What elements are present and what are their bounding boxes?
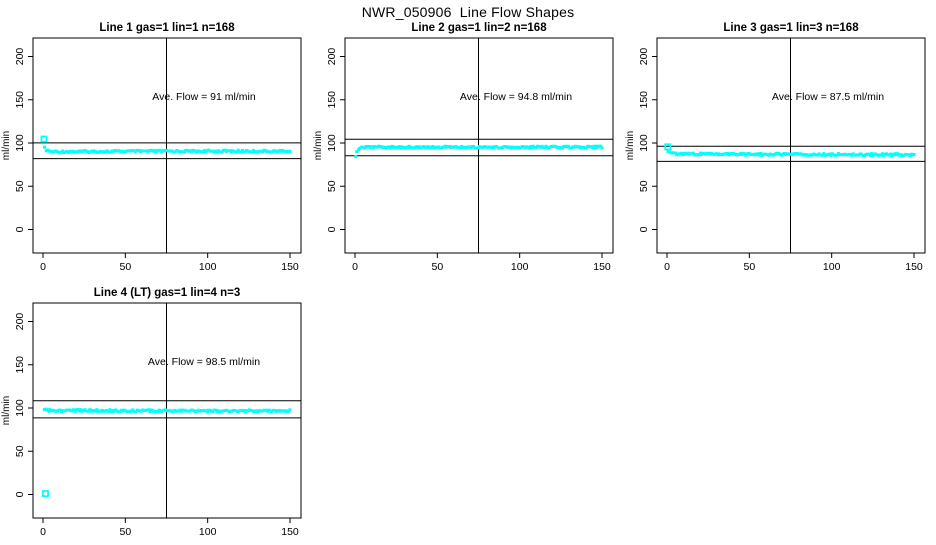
- y-tick-label: 150: [14, 91, 26, 109]
- subplot-canvas: Line 2 gas=1 lin=2 n=168 0 50 100 150 0 50 100 1…: [313, 22, 614, 273]
- outlier-marker: [664, 143, 672, 151]
- y-axis-label: ml/min: [625, 131, 636, 160]
- x-tick-label: 100: [823, 261, 841, 273]
- x-tick-label: 100: [199, 261, 217, 273]
- subplot-title: Line 1 gas=1 lin=1 n=168: [99, 22, 235, 34]
- y-tick-label: 150: [326, 91, 338, 109]
- x-tick-label: 150: [905, 261, 923, 273]
- subplot-line-3: Line 3 gas=1 lin=3 n=168 0 50 100 150 0 50 100 1…: [624, 20, 936, 275]
- data-series: [354, 144, 604, 159]
- x-tick-label: 150: [281, 261, 299, 273]
- y-tick-label: 200: [14, 313, 26, 331]
- outlier-marker: [40, 135, 48, 143]
- y-tick-label: 50: [14, 180, 26, 192]
- data-series: [42, 407, 292, 414]
- data-series: [666, 149, 916, 158]
- subplot-canvas: Line 3 gas=1 lin=3 n=168 0 50 100 150 0 50 100 1…: [625, 22, 926, 273]
- y-tick-label: 100: [326, 134, 338, 152]
- x-tick-label: 100: [511, 261, 529, 273]
- y-tick-label: 0: [638, 226, 650, 232]
- subplot-line-4: Line 4 (LT) gas=1 lin=4 n=3 0 50 100 150 0 50 1…: [0, 285, 312, 540]
- y-tick-label: 100: [14, 399, 26, 417]
- y-tick-label: 150: [638, 91, 650, 109]
- subplot-title: Line 3 gas=1 lin=3 n=168: [723, 22, 859, 34]
- x-tick-label: 150: [593, 261, 611, 273]
- y-tick-label: 100: [638, 134, 650, 152]
- y-tick-label: 50: [14, 445, 26, 457]
- y-tick-label: 150: [14, 356, 26, 374]
- subplot-line-1: Line 1 gas=1 lin=1 n=168 0 50 100 150 0 50 100 1…: [0, 20, 312, 275]
- y-tick-label: 50: [638, 180, 650, 192]
- y-tick-label: 50: [326, 180, 338, 192]
- data-series: [43, 145, 292, 155]
- subplot-line-2: Line 2 gas=1 lin=2 n=168 0 50 100 150 0 50 100 1…: [312, 20, 624, 275]
- y-tick-label: 200: [14, 48, 26, 66]
- y-axis-label: ml/min: [1, 396, 12, 425]
- outlier-marker: [41, 490, 49, 498]
- subplot-title: Line 2 gas=1 lin=2 n=168: [411, 22, 547, 34]
- x-tick-label: 0: [352, 261, 358, 273]
- x-tick-label: 100: [199, 526, 217, 538]
- y-tick-label: 0: [14, 491, 26, 497]
- subplot-canvas: Line 1 gas=1 lin=1 n=168 0 50 100 150 0 50 100 1…: [1, 22, 302, 273]
- x-tick-label: 50: [431, 261, 443, 273]
- x-tick-label: 0: [664, 261, 670, 273]
- y-tick-label: 100: [14, 134, 26, 152]
- ave-flow-annotation: Ave. Flow = 91 ml/min: [152, 91, 256, 103]
- ave-flow-annotation: Ave. Flow = 87.5 ml/min: [772, 91, 884, 103]
- y-tick-label: 200: [326, 48, 338, 66]
- x-tick-label: 50: [119, 526, 131, 538]
- y-axis-label: ml/min: [313, 131, 324, 160]
- x-tick-label: 150: [281, 526, 299, 538]
- y-tick-label: 0: [14, 226, 26, 232]
- page-title: NWR_050906 Line Flow Shapes: [361, 4, 575, 20]
- y-tick-label: 200: [638, 48, 650, 66]
- x-tick-label: 50: [119, 261, 131, 273]
- y-axis-label: ml/min: [1, 131, 12, 160]
- subplot-title: Line 4 (LT) gas=1 lin=4 n=3: [94, 287, 240, 299]
- subplot-canvas: Line 4 (LT) gas=1 lin=4 n=3 0 50 100 150 0 50 1…: [1, 287, 302, 538]
- ave-flow-annotation: Ave. Flow = 94.8 ml/min: [460, 91, 572, 103]
- ave-flow-annotation: Ave. Flow = 98.5 ml/min: [148, 356, 260, 368]
- y-tick-label: 0: [326, 226, 338, 232]
- x-tick-label: 50: [743, 261, 755, 273]
- x-tick-label: 0: [40, 261, 46, 273]
- x-tick-label: 0: [40, 526, 46, 538]
